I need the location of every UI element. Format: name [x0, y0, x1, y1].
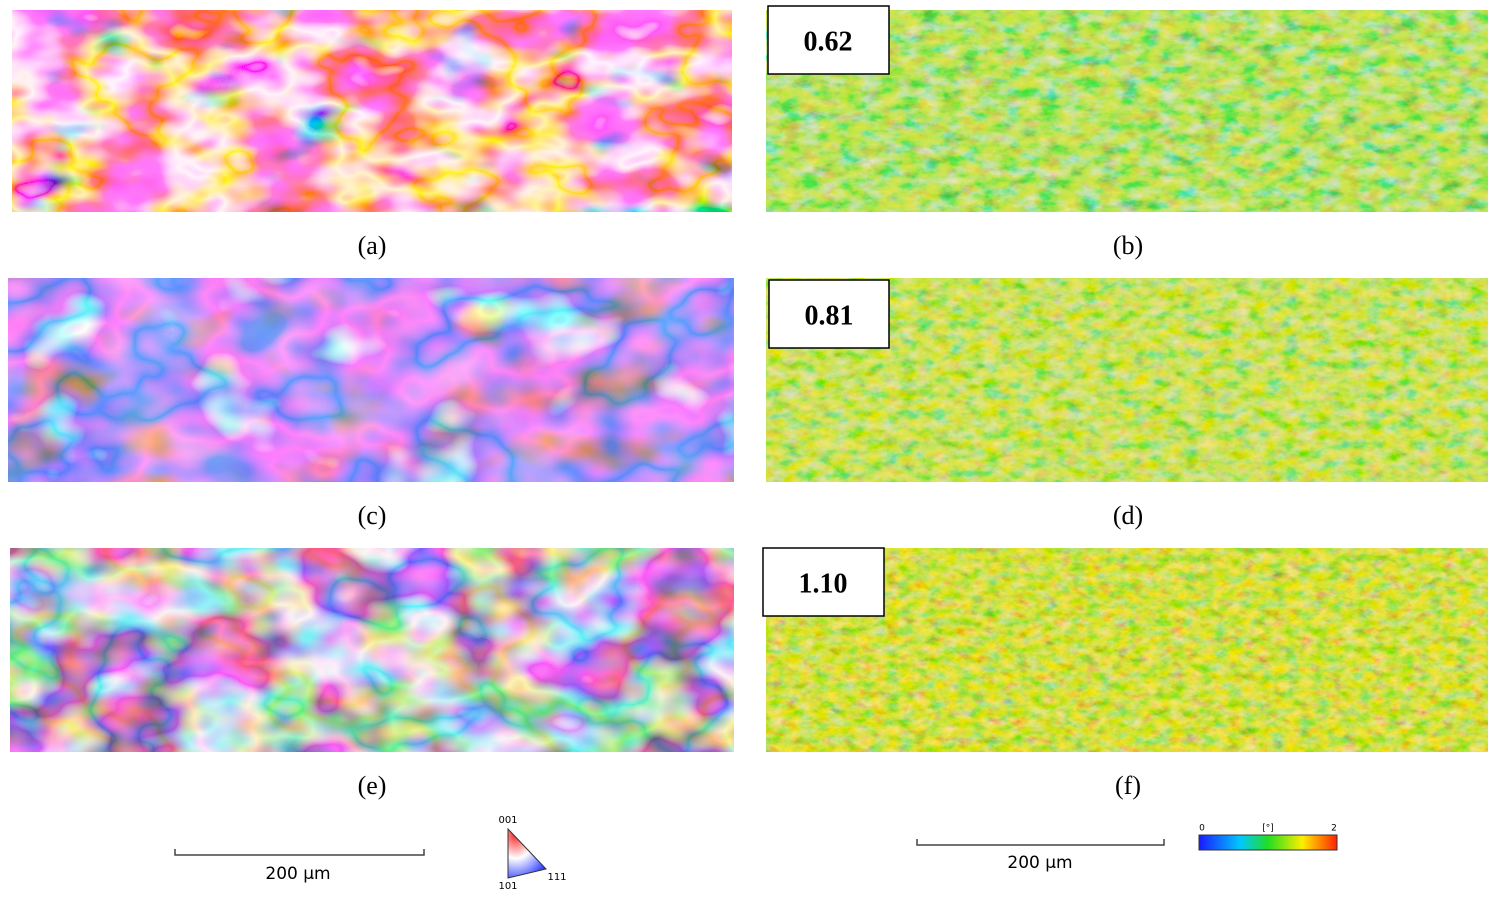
scale-bar — [916, 839, 1165, 846]
panel-label: (e) — [358, 771, 387, 800]
color-bar-label: 2 — [1331, 824, 1337, 834]
panel-label: (d) — [1113, 501, 1143, 530]
value-box — [762, 547, 885, 617]
value: 0.81 — [805, 300, 854, 331]
panel-label: (b) — [1113, 231, 1143, 260]
value: 0.62 — [804, 26, 853, 57]
ipf-triangle — [507, 827, 547, 879]
ipf-map — [12, 10, 732, 212]
scale-label: 200 µm — [1007, 853, 1072, 873]
ipf-corner: 001 — [498, 815, 517, 826]
ipf-map — [10, 548, 734, 752]
color-bar-label: 0 — [1199, 824, 1205, 834]
panel-label: (a) — [358, 231, 387, 260]
color-bar-label: [°] — [1262, 824, 1274, 834]
panel-label: (c) — [358, 501, 387, 530]
value: 1.10 — [799, 568, 848, 599]
color-bar — [1198, 834, 1338, 851]
scale-label: 200 µm — [265, 864, 330, 884]
ipf-map — [8, 278, 734, 482]
value-box — [768, 279, 890, 349]
ipf-corner: 101 — [498, 881, 517, 892]
scale-bar — [174, 849, 425, 856]
panel-label: (f) — [1115, 771, 1141, 800]
kam-map — [766, 548, 1488, 752]
value-box — [767, 5, 890, 75]
ipf-corner: 111 — [547, 872, 566, 883]
